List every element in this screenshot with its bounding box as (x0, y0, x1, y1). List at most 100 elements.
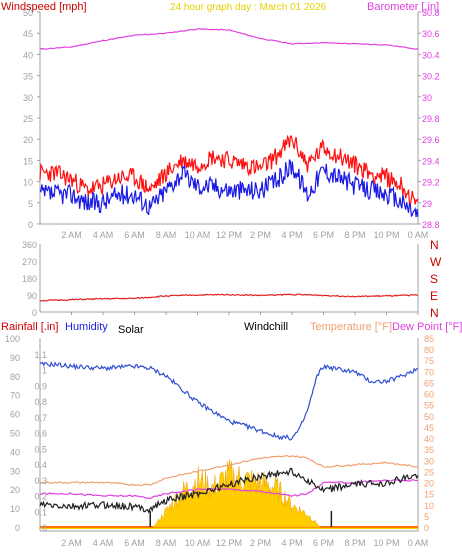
x-tick-label: 2 AM (61, 230, 82, 240)
x-tick-label: 12 PM (216, 230, 242, 240)
windchill-label: Windchill (244, 321, 288, 333)
compass-label: N (430, 306, 439, 320)
left-tick-label: 25 (23, 114, 33, 124)
humidity-tick-label: 20 (10, 485, 20, 495)
compass-label: S (430, 272, 438, 286)
humidity-label: Humidity (65, 321, 108, 333)
temp-tick-label: 25 (424, 467, 434, 477)
humidity-tick-label: 40 (10, 447, 20, 457)
temp-tick-label: 70 (424, 367, 434, 377)
left-tick-label: 5 (28, 199, 33, 209)
x-tick-label: 0 AM (408, 230, 429, 240)
x-tick-label: 6 AM (124, 230, 145, 240)
temp-tick-label: 5 (424, 512, 429, 522)
x-tick-label: 8 PM (344, 538, 365, 548)
temp-tick-label: 10 (424, 501, 434, 511)
gust-line (39, 134, 419, 207)
temp-tick-label: 30 (424, 456, 434, 466)
rain-tick-label: 1.1 (34, 350, 47, 360)
x-tick-label: 8 PM (344, 230, 365, 240)
temp-tick-label: 85 (424, 334, 434, 344)
x-tick-label: 4 PM (281, 230, 302, 240)
humidity-tick-label: 50 (10, 429, 20, 439)
rain-tick-label: 0 (42, 523, 47, 533)
temp-tick-label: 50 (424, 412, 434, 422)
wind-line (39, 159, 419, 218)
x-tick-label: 4 AM (93, 538, 114, 548)
temp-tick-label: 20 (424, 479, 434, 489)
right-tick-label: 29 (422, 199, 432, 209)
left-tick-label: 15 (23, 156, 33, 166)
rain-tick-label: 0.9 (34, 381, 47, 391)
x-tick-label: 4 AM (93, 230, 114, 240)
rain-tick-label: 0.7 (34, 413, 47, 423)
x-tick-label: 6 AM (124, 538, 145, 548)
left-tick-label: 30 (23, 93, 33, 103)
compass-label: E (430, 289, 438, 303)
windchill-line (39, 467, 419, 514)
x-tick-label: 6 PM (313, 230, 334, 240)
rain-tick-label: 0.8 (34, 397, 47, 407)
humidity-tick-label: 70 (10, 391, 20, 401)
rain-tick-label: 0.2 (34, 492, 47, 502)
left-tick-label: 50 (23, 8, 33, 18)
solar-label: Solar (118, 324, 144, 336)
x-tick-label: 2 AM (61, 538, 82, 548)
humidity-tick-label: 10 (10, 504, 20, 514)
rain-tick-label: 0.3 (34, 476, 47, 486)
x-tick-label: 8 AM (156, 230, 177, 240)
x-tick-label: 0 AM (408, 538, 429, 548)
humidity-tick-label: 30 (10, 466, 20, 476)
rainfall-label: Rainfall [.in] (1, 321, 58, 333)
left-tick-label: 10 (23, 178, 33, 188)
compass-label: W (430, 255, 442, 269)
temp-tick-label: 45 (424, 423, 434, 433)
left-tick-label: 45 (23, 29, 33, 39)
right-tick-label: 30.4 (422, 50, 440, 60)
left-tick-label: 35 (23, 72, 33, 82)
rain-tick-label: 0.1 (34, 507, 47, 517)
left-tick-label: 180 (22, 274, 37, 284)
temp-tick-label: 35 (424, 445, 434, 455)
x-tick-label: 10 PM (373, 230, 399, 240)
left-tick-label: 270 (22, 257, 37, 267)
wind-barometer-tick-labels: 0 5 10 15 20 25 30 35 40 45 50 28.8 29 29.2 29.4 29.6 29… (23, 8, 440, 240)
direction-line (39, 293, 418, 302)
temp-tick-label: 75 (424, 356, 434, 366)
x-tick-label: 12 PM (216, 538, 242, 548)
solar-series (149, 459, 333, 528)
graph-title: 24 hour graph day : March 01 2026 (170, 2, 327, 13)
x-tick-label: 2 PM (250, 538, 271, 548)
left-tick-label: 360 (22, 240, 37, 250)
right-tick-label: 30.2 (422, 72, 440, 82)
rain-tick-label: 0.5 (34, 444, 47, 454)
temp-tick-label: 55 (424, 401, 434, 411)
temperature-label: Temperature [°F] (310, 321, 392, 333)
rain-tick-label: 0.4 (34, 460, 47, 470)
right-tick-label: 30 (422, 93, 432, 103)
left-tick-label: 0 (32, 308, 37, 318)
temp-tick-label: 65 (424, 378, 434, 388)
rain-tick-label: 1 (42, 366, 47, 376)
x-tick-label: 10 AM (185, 230, 211, 240)
temp-tick-label: 15 (424, 490, 434, 500)
right-tick-label: 29.6 (422, 135, 440, 145)
humidity-tick-label: 90 (10, 353, 20, 363)
left-tick-label: 0 (28, 220, 33, 230)
temp-tick-label: 40 (424, 434, 434, 444)
humidity-tick-label: 80 (10, 372, 20, 382)
temp-tick-label: 60 (424, 390, 434, 400)
right-tick-label: 29.4 (422, 156, 440, 166)
wind-direction-series (39, 293, 418, 302)
dewpoint-label: Dew Point [°F] (392, 321, 462, 333)
windspeed-label: Windspeed [mph] (1, 1, 87, 13)
rain-tick-label: 0.6 (34, 429, 47, 439)
humidity-tick-label: 60 (10, 410, 20, 420)
humidity-line (39, 361, 419, 441)
x-tick-label: 10 PM (373, 538, 399, 548)
temp-tick-label: 0 (424, 523, 429, 533)
temp-tick-label: 80 (424, 345, 434, 355)
